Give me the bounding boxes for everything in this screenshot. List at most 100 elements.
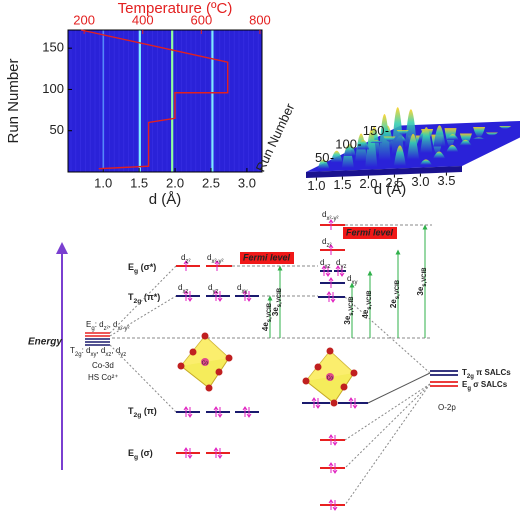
surface-ridge — [433, 151, 446, 159]
o2p-label: O-2p — [438, 403, 456, 412]
surface-ridge — [393, 145, 406, 166]
oxygen-atom — [205, 384, 213, 392]
x-tick-label: 1.0 — [307, 178, 325, 193]
surface-ridge — [370, 140, 383, 143]
spin-arrow — [246, 291, 252, 302]
orbital-label-part: xy — [351, 280, 357, 286]
orbital-label-part: yz — [212, 289, 218, 295]
salc-label-part: 2g — [467, 374, 474, 380]
cobalt-atom — [326, 373, 334, 381]
surface-ridge — [383, 136, 396, 142]
orbital-label-part: xz — [182, 289, 188, 295]
gap-label-part: 4e — [261, 322, 270, 331]
oxygen-atom — [225, 354, 233, 362]
mo-label: Eg (σ*) — [128, 262, 156, 275]
surface-ridge — [485, 132, 498, 136]
surface-ridge — [472, 137, 485, 139]
spin-arrow — [217, 448, 223, 459]
spin-arrow — [187, 407, 193, 418]
co3d-spin: HS Co²⁺ — [88, 373, 118, 382]
co3d-t2g-part: xy — [90, 352, 96, 358]
x2-tick-label: 200 — [73, 12, 95, 27]
gap-label-part: s,VCIB — [367, 290, 373, 310]
x-axis-label: d (Å) — [374, 181, 407, 198]
spin-arrow — [217, 291, 223, 302]
surface-ridge — [433, 125, 446, 147]
orbital-label-part: z² — [185, 259, 190, 265]
spin-arrow — [325, 266, 331, 277]
fermi-box — [240, 252, 294, 264]
surface-ridge — [407, 133, 420, 160]
y-tick-label: 150 — [42, 40, 64, 55]
salc-label: T2g π SALCs — [462, 368, 511, 379]
surface-ridge — [473, 127, 486, 138]
mo-label-part: T — [128, 406, 134, 416]
spin-arrow — [187, 448, 193, 459]
x-tick-label: 1.0 — [94, 175, 112, 190]
salc-label-part: E — [462, 380, 468, 389]
x2-axis-label: Temperature (ºC) — [118, 0, 233, 17]
mo-label: Eg (σ) — [128, 448, 153, 461]
x-tick-label: 2.5 — [385, 175, 403, 190]
orbital-label-part: yz — [340, 264, 346, 270]
mo-label-part: (π) — [141, 406, 156, 416]
salc-label-part: σ SALCs — [471, 380, 508, 389]
spin-arrow — [328, 499, 334, 510]
correlation-line — [344, 383, 431, 506]
orbital-label-part: d — [181, 253, 185, 262]
surface-ridge — [446, 144, 459, 152]
salc-label-part: g — [467, 386, 471, 392]
co3d-t2g-part: yz — [120, 352, 126, 358]
spin-arrow — [328, 219, 334, 230]
orbital-label-part: d — [208, 283, 212, 292]
mo-label-part: 2g — [134, 412, 142, 419]
co3d-t2g-part: T — [70, 346, 75, 355]
gap-label: 3es,VCIB — [343, 296, 354, 325]
co3d-t2g-part: : d — [82, 346, 91, 355]
gap-label: 2es,VCIB — [389, 279, 400, 308]
energy-label: Energy — [28, 337, 62, 348]
orbital-label: dz² — [322, 237, 331, 248]
surface-ridge — [330, 150, 343, 163]
spin-arrow — [311, 397, 317, 408]
y-tick-label: 50 — [50, 122, 64, 137]
x-tick-label: 1.5 — [333, 177, 351, 192]
x-tick-label: 2.0 — [166, 175, 184, 190]
gap-label: 4es,VCIB — [361, 290, 372, 319]
orbital-label-part: d — [347, 274, 351, 283]
fermi-label: Fermi level — [243, 252, 291, 262]
salc-label-part: π SALCs — [474, 368, 511, 377]
spin-arrow — [183, 447, 189, 458]
gap-label-part: s,VCIB — [277, 287, 283, 307]
orbital-label: dx²-y² — [207, 253, 223, 264]
x-tick-label: 2.0 — [359, 176, 377, 191]
gap-label-part: s,VCIB — [267, 302, 273, 322]
octahedron-face — [181, 336, 229, 366]
mo-label: T2g (π*) — [128, 292, 160, 305]
co3d-eg-part: : d — [95, 320, 104, 329]
co3d-eg-part: x²-y² — [118, 326, 130, 332]
surface-ridge — [459, 139, 472, 146]
oxygen-atom — [330, 399, 338, 407]
spin-arrow — [242, 290, 248, 301]
mo-label: T2g (π) — [128, 406, 157, 419]
mo-label-part: (π*) — [141, 292, 160, 302]
orbital-label: dxz — [320, 258, 330, 269]
co3d-eg-part: z² — [104, 326, 109, 332]
fermi-box — [343, 227, 397, 239]
spin-arrow — [246, 407, 252, 418]
spin-arrow — [328, 462, 334, 473]
spin-arrow — [214, 260, 220, 271]
co3d-eg-part: g — [91, 326, 94, 332]
orbital-label-part: d — [320, 258, 324, 267]
oxygen-atom — [201, 332, 209, 340]
co3d-name: Co-3d — [92, 361, 114, 370]
surface-ridge — [343, 144, 356, 156]
oxygen-atom — [350, 369, 358, 377]
spin-arrow — [213, 406, 219, 417]
gap-label: 4es,VCIB — [261, 302, 272, 331]
co3d-eg-part: E — [86, 320, 91, 329]
x-tick-label: 1.5 — [130, 175, 148, 190]
cobalt-label: Co — [202, 360, 209, 366]
